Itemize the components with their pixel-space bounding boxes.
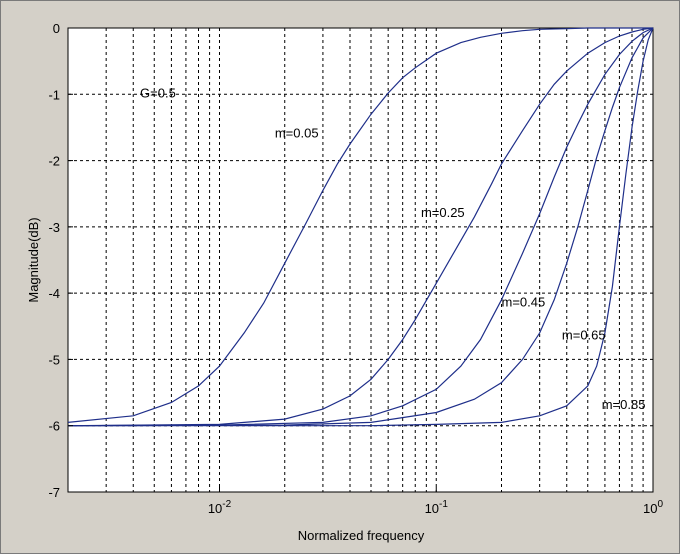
curve-annotation: m=0.45: [501, 294, 545, 309]
curve-annotation: m=0.05: [275, 125, 319, 140]
y-tick-label: -2: [48, 154, 60, 169]
x-tick-label: 10-2: [208, 499, 232, 516]
grid-lines: [68, 28, 653, 492]
curve-5: [68, 27, 654, 427]
curve-3: [67, 27, 654, 427]
curves: [67, 27, 654, 427]
curve-annotation: m=0.85: [602, 397, 646, 412]
y-tick-label: -5: [48, 352, 60, 367]
y-tick-label: -1: [48, 87, 60, 102]
x-tick-label: 10-1: [425, 499, 449, 516]
curve-annotation: G=0.5: [140, 86, 176, 101]
y-tick-label: -6: [48, 419, 60, 434]
annotations: G=0.5 m=0.05 m=0.25 m=0.45 m=0.65 m=0.85: [140, 86, 645, 413]
y-tick-label: -7: [48, 485, 60, 500]
y-axis-label: Magnitude(dB): [26, 217, 41, 302]
y-tick-label: 0: [53, 21, 60, 36]
curve-1: [67, 27, 653, 423]
plot-area: [67, 27, 654, 493]
curve-2: [67, 27, 654, 427]
axis-ticks: 0 -1 -2 -3 -4 -5 -6 -7 10-2 10-1 100: [48, 21, 663, 516]
x-axis-label: Normalized frequency: [298, 528, 425, 543]
curve-4: [67, 27, 654, 427]
curve-annotation: m=0.65: [562, 328, 606, 343]
curve-annotation: m=0.25: [421, 205, 465, 220]
y-tick-label: -4: [48, 286, 60, 301]
x-tick-label: 100: [643, 499, 663, 516]
y-tick-label: -3: [48, 220, 60, 235]
